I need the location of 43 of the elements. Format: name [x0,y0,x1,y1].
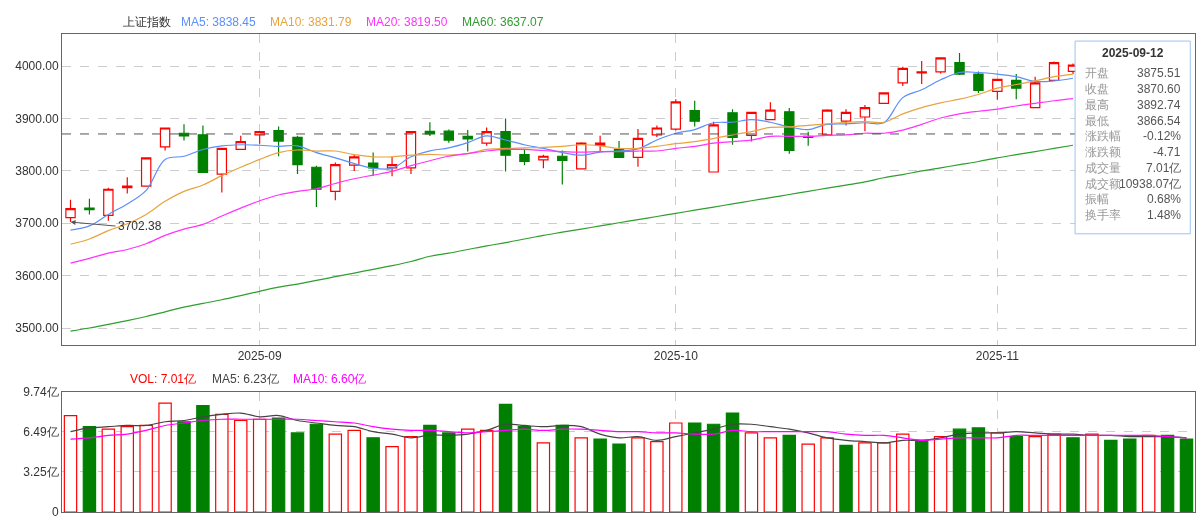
annotation: -0.12% [1143,129,1182,143]
y-tick-label: 0 [51,505,59,520]
annotation: -4.71 [1153,145,1181,159]
y-tick-label: 6.49亿 [23,424,59,439]
annotation: 振幅 [1085,192,1109,206]
annotation: 成交量 [1085,161,1121,175]
chart-title: 上证指数 [123,15,171,29]
y-tick-label: 3500.00 [15,321,59,336]
text: MA5: 3838.45 [181,15,257,29]
annotation: 7.01亿 [1146,161,1182,175]
y-tick-label: 9.74亿 [23,384,59,399]
annotation: 换手率 [1085,208,1121,222]
text: MA20: 3819.50 [366,15,448,29]
annotation: 3870.60 [1137,82,1181,96]
annotation: 10938.07亿 [1119,177,1182,191]
y-tick-label: 4000.00 [15,59,59,74]
annotation: 最高 [1085,98,1109,112]
annotation: 涨跌额 [1085,145,1121,159]
annotation: 收盘 [1085,82,1109,96]
text: MA60: 3637.07 [462,15,544,29]
y-tick-label: 3800.00 [15,164,59,179]
annotation: 3866.54 [1137,114,1181,128]
text: MA10: 6.60亿 [293,372,367,386]
annotation: 涨跌幅 [1085,129,1121,143]
annotation: 开盘 [1085,66,1109,80]
text: MA10: 3831.79 [270,15,352,29]
annotation: 3702.38 [118,219,162,233]
text: MA5: 6.23亿 [212,372,279,386]
y-tick-label: 3900.00 [15,111,59,126]
annotation: 0.68% [1147,192,1182,206]
y-tick-label: 3600.00 [15,268,59,283]
series-label: VOL: 7.01亿 [130,372,197,386]
x-tick-label: 2025-11 [975,349,1020,364]
annotation: 3892.74 [1137,98,1181,112]
x-tick-label: 2025-10 [653,349,699,364]
annotation: 最低 [1085,114,1109,128]
y-tick-label: 3700.00 [15,216,59,231]
annotation: 3875.51 [1137,66,1181,80]
y-tick-label: 3.25亿 [23,465,59,480]
annotation: 2025-09-12 [1102,46,1164,60]
x-tick-label: 2025-09 [237,349,282,364]
annotation: 成交额 [1085,177,1121,191]
annotation: 1.48% [1147,208,1182,222]
